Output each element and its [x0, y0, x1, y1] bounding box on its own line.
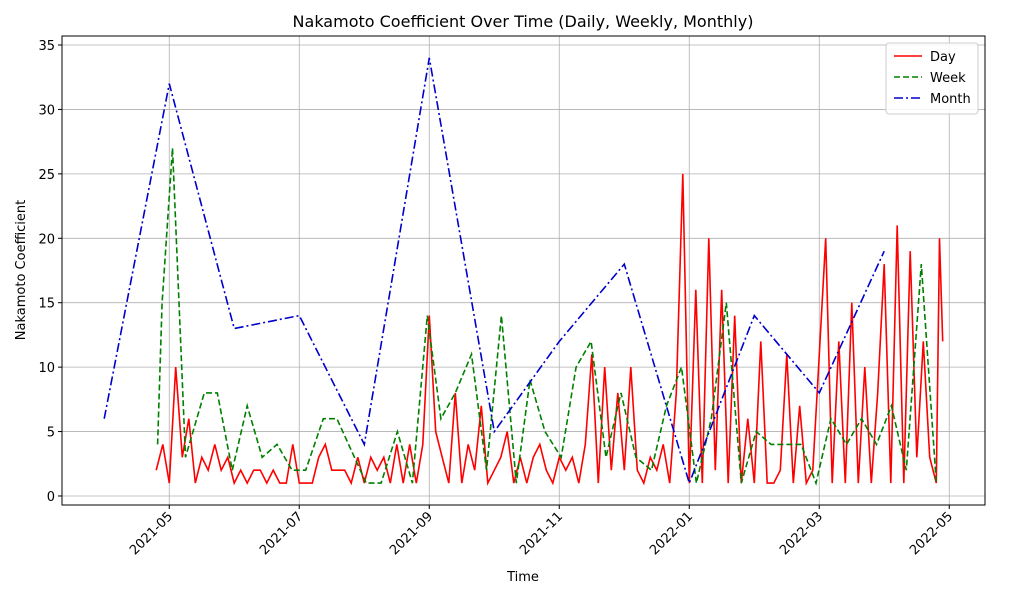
- data-line: [155, 173, 944, 486]
- y-tick-label: 0: [47, 490, 55, 505]
- legend-box: [885, 42, 979, 115]
- chart-title: Nakamoto Coefficient Over Time (Daily, W…: [293, 12, 754, 31]
- data-line: [156, 148, 938, 486]
- legend: Day Week Month: [885, 42, 979, 115]
- y-tick-label: 5: [47, 426, 55, 441]
- y-tick-label: 30: [38, 103, 55, 118]
- y-tick-label: 35: [38, 39, 55, 54]
- data-line: [103, 57, 885, 486]
- legend-label: Month: [930, 92, 971, 107]
- plot-frame: [61, 35, 986, 506]
- legend-label: Week: [930, 71, 966, 86]
- y-tick-label: 20: [38, 232, 55, 247]
- y-tick-label: 10: [38, 361, 55, 376]
- x-axis-label: Time: [506, 570, 539, 585]
- y-tick-label: 15: [38, 297, 55, 312]
- legend-label: Day: [930, 50, 956, 65]
- y-tick-label: 25: [38, 168, 55, 183]
- y-axis-label: Nakamoto Coefficient: [14, 200, 29, 340]
